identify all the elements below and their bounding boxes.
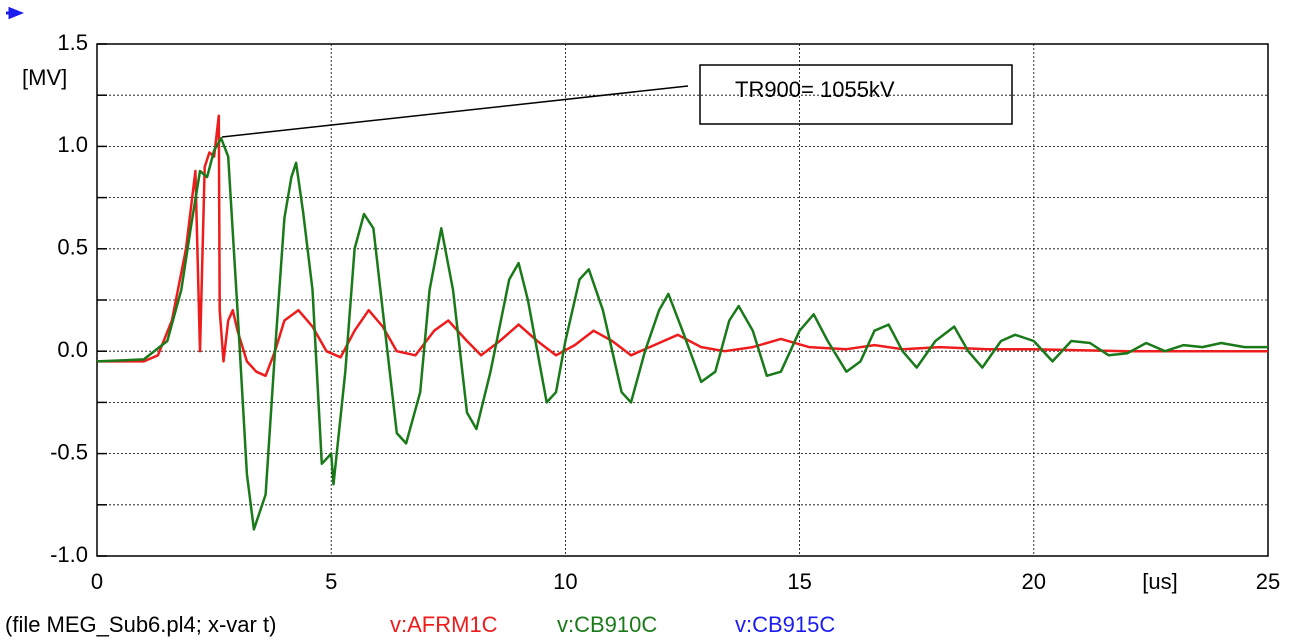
x-tick-label: 15	[787, 569, 811, 594]
x-tick-label: 0	[91, 569, 103, 594]
x-tick-label: 20	[1022, 569, 1046, 594]
y-tick-label: 0.0	[57, 337, 88, 362]
annotation: TR900= 1055kV	[735, 77, 895, 102]
y-tick-label: -0.5	[50, 439, 88, 464]
x-tick-label: 5	[325, 569, 337, 594]
x-tick-label: 25	[1256, 569, 1280, 594]
arrow-icon	[6, 6, 25, 20]
y-tick-label: 1.5	[57, 30, 88, 55]
x-unit: [us]	[1142, 569, 1177, 594]
annotation-box	[699, 64, 1013, 125]
series-line	[97, 114, 1268, 378]
legend-entry: v:CB915C	[735, 612, 835, 637]
legend-entry: v:CB910C	[557, 612, 657, 637]
legend-entry: v:AFRM1C	[390, 612, 498, 637]
annotation-leader	[221, 85, 689, 138]
series-line	[96, 136, 1268, 531]
x-tick-label: 10	[553, 569, 577, 594]
y-tick-label: 1.0	[57, 132, 88, 157]
y-unit: [MV]	[22, 65, 67, 90]
y-tick-label: -1.0	[50, 542, 88, 567]
y-tick-label: 0.5	[57, 235, 88, 260]
file-label: (file MEG_Sub6.pl4; x-var t)	[5, 612, 276, 637]
